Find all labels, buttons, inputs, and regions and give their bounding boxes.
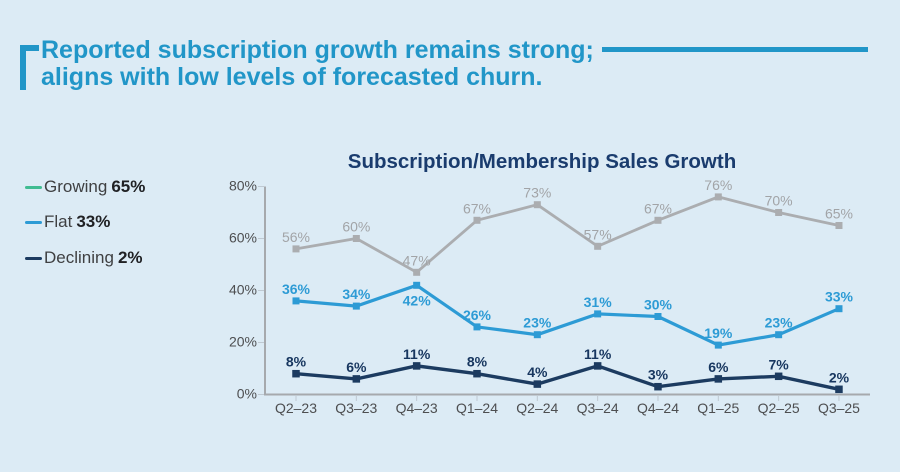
x-axis-label: Q4–23	[396, 400, 438, 416]
legend-swatch-growing	[25, 185, 42, 189]
series-marker-growing	[292, 245, 300, 253]
series-marker-flat	[473, 323, 481, 331]
data-label-growing: 65%	[825, 206, 853, 222]
data-label-growing: 57%	[584, 226, 612, 242]
series-marker-growing	[533, 201, 541, 209]
data-label-declining: 2%	[829, 369, 850, 385]
data-label-growing: 73%	[523, 185, 551, 201]
x-axis-label: Q2–24	[516, 400, 558, 416]
data-label-flat: 33%	[825, 289, 854, 305]
legend-label: Flat	[44, 212, 73, 231]
series-line-flat	[295, 283, 840, 347]
legend-value: 2%	[117, 248, 143, 267]
data-label-declining: 7%	[769, 356, 790, 372]
series-marker-growing	[714, 193, 722, 201]
series-marker-flat	[594, 310, 602, 318]
header-bracket-vertical	[20, 45, 26, 90]
legend-swatch-declining	[25, 256, 42, 260]
series-marker-declining	[412, 362, 421, 370]
x-axis-label: Q2–23	[275, 400, 317, 416]
series-marker-declining	[533, 380, 542, 388]
headline-line2: aligns with low levels of forecasted chu…	[41, 62, 543, 91]
header-bracket-horizontal	[20, 45, 39, 51]
legend-swatch-flat	[25, 220, 42, 224]
series-marker-growing	[654, 216, 662, 224]
data-label-growing: 70%	[765, 193, 793, 209]
data-label-growing: 76%	[704, 177, 732, 193]
series-marker-declining	[835, 385, 843, 394]
y-axis-label: 40%	[229, 282, 257, 298]
legend-item-flat: Flat 33%	[25, 212, 110, 232]
x-axis-label: Q1–25	[697, 400, 739, 416]
legend-item-declining: Declining 2%	[25, 248, 143, 268]
data-label-declining: 6%	[708, 359, 729, 375]
series-marker-growing	[352, 235, 360, 242]
data-label-flat: 31%	[584, 294, 613, 310]
series-marker-flat	[654, 313, 662, 320]
data-label-growing: 47%	[403, 252, 431, 268]
data-label-flat: 23%	[765, 315, 794, 331]
series-marker-flat	[413, 281, 421, 289]
data-label-declining: 11%	[403, 346, 431, 362]
data-label-flat: 42%	[403, 292, 432, 308]
data-label-declining: 4%	[527, 364, 548, 380]
series-marker-declining	[654, 382, 662, 391]
legend-label: Growing	[44, 177, 108, 196]
legend-item-growing: Growing 65%	[25, 177, 145, 197]
header-rule	[602, 47, 868, 52]
data-label-flat: 26%	[463, 307, 492, 323]
data-label-flat: 19%	[704, 325, 733, 341]
x-axis-label: Q3–24	[577, 400, 619, 416]
slide-headline: Reported subscription growth remains str…	[41, 35, 661, 91]
data-label-declining: 8%	[467, 354, 488, 370]
series-marker-flat	[292, 297, 300, 305]
series-marker-flat	[533, 331, 541, 339]
series-marker-growing	[775, 209, 783, 216]
data-label-flat: 34%	[342, 286, 371, 302]
data-label-flat: 36%	[282, 281, 311, 297]
series-marker-flat	[714, 341, 722, 349]
legend-value: 65%	[111, 177, 146, 196]
x-axis-label: Q2–25	[758, 400, 800, 416]
y-axis-label: 60%	[229, 230, 257, 246]
series-marker-flat	[352, 302, 360, 310]
data-label-growing: 67%	[463, 200, 491, 216]
chart-title: Subscription/Membership Sales Growth	[347, 150, 737, 173]
series-marker-growing	[835, 222, 843, 229]
series-marker-growing	[473, 216, 481, 224]
data-label-declining: 11%	[584, 346, 612, 362]
data-label-growing: 60%	[342, 219, 370, 235]
x-axis-label: Q3–25	[818, 400, 860, 416]
data-label-declining: 8%	[286, 354, 307, 370]
x-axis-label: Q4–24	[637, 400, 679, 416]
series-marker-declining	[714, 375, 723, 383]
legend-value: 33%	[76, 212, 111, 231]
series-marker-declining	[593, 362, 602, 370]
series-line-declining	[295, 364, 840, 391]
y-axis-label: 20%	[229, 334, 257, 350]
data-label-flat: 30%	[644, 297, 673, 313]
series-marker-declining	[774, 372, 783, 381]
x-axis-label: Q3–23	[335, 400, 377, 416]
series-marker-growing	[413, 268, 421, 276]
series-marker-declining	[473, 369, 481, 378]
data-label-declining: 6%	[346, 359, 367, 375]
data-label-flat: 23%	[523, 315, 552, 331]
headline-line1: Reported subscription growth remains str…	[41, 35, 594, 64]
data-label-growing: 56%	[282, 229, 310, 245]
legend-label: Declining	[44, 248, 114, 267]
data-label-declining: 3%	[648, 367, 669, 383]
y-axis-label: 0%	[237, 386, 257, 402]
x-axis-label: Q1–24	[456, 400, 498, 416]
series-marker-flat	[775, 331, 783, 339]
data-label-growing: 67%	[644, 200, 672, 216]
series-marker-declining	[352, 375, 361, 383]
series-marker-flat	[835, 305, 843, 313]
series-marker-declining	[292, 369, 300, 378]
series-marker-growing	[594, 242, 602, 250]
y-axis-label: 80%	[229, 178, 257, 194]
series-line-growing	[295, 195, 840, 275]
